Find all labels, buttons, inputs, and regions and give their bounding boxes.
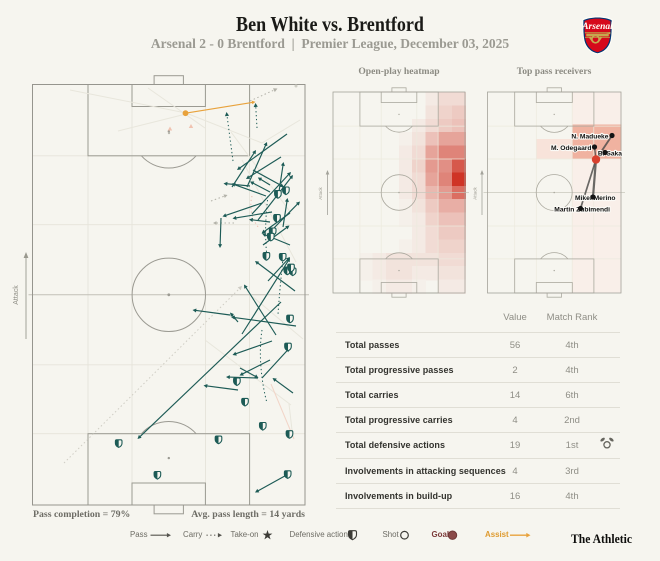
svg-text:Mikel Merino: Mikel Merino bbox=[575, 195, 616, 202]
svg-text:Attack: Attack bbox=[318, 187, 323, 200]
svg-text:M. Odegaard: M. Odegaard bbox=[551, 145, 592, 152]
svg-text:Attack: Attack bbox=[13, 285, 20, 305]
svg-text:Attack: Attack bbox=[473, 187, 478, 200]
svg-text:B. Saka: B. Saka bbox=[598, 151, 622, 158]
svg-text:N. Madueke: N. Madueke bbox=[571, 133, 608, 140]
svg-text:Arsenal: Arsenal bbox=[581, 22, 613, 32]
